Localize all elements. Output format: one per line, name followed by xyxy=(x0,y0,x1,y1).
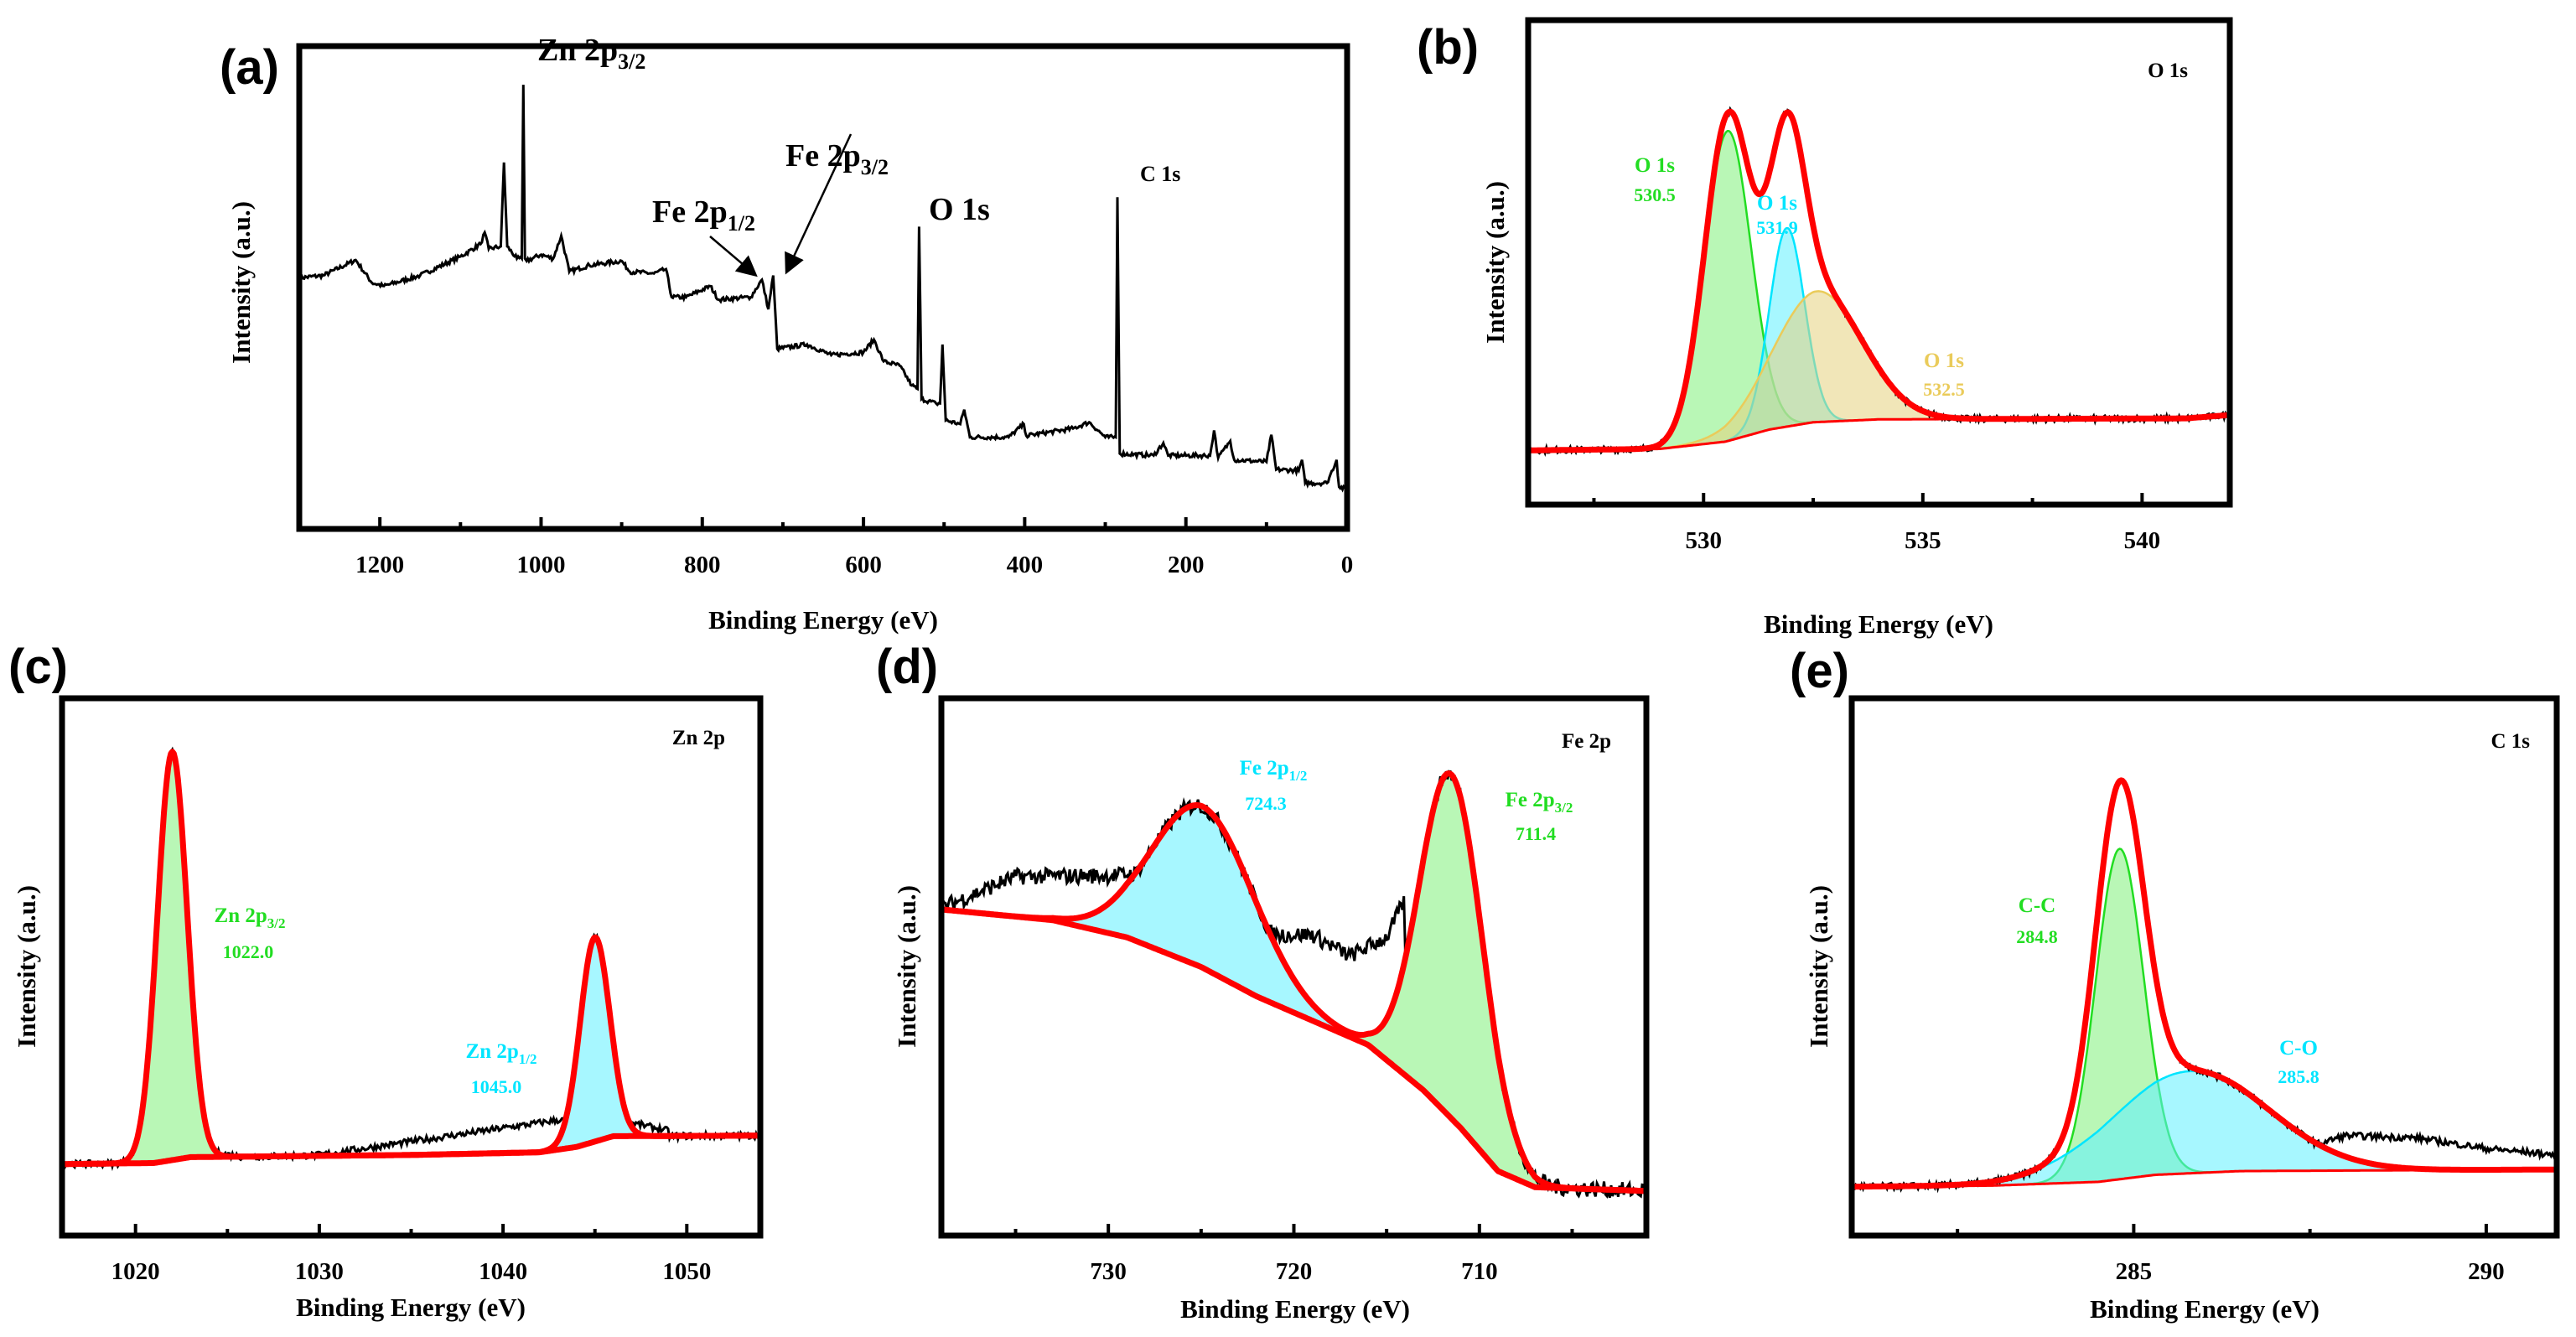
arrow-fe-2p12 xyxy=(709,236,758,277)
region-label: C 1s xyxy=(2490,730,2530,753)
component-name-yellow: O 1s xyxy=(1924,350,1964,372)
annotation-fe-2p32: Fe 2p3/2 xyxy=(785,138,889,179)
envelope-fit-line xyxy=(940,770,1648,1194)
x-tick-label: 0 xyxy=(1341,552,1354,578)
x-tick-label: 730 xyxy=(1090,1258,1127,1285)
y-axis-title: Intensity (a.u.) xyxy=(1480,181,1510,344)
annotation-zn-2p32: Zn 2p3/2 xyxy=(537,33,645,74)
component-value-green: 284.8 xyxy=(2016,926,2058,947)
component-value-cyan: 724.3 xyxy=(1245,793,1287,814)
component-value-green: 530.5 xyxy=(1634,184,1676,205)
x-axis-title: Binding Energy (eV) xyxy=(708,605,938,635)
y-axis-title: Intensity (a.u.) xyxy=(12,885,41,1048)
component-value-cyan: 1045.0 xyxy=(471,1076,522,1097)
plot-area: 1020 1030 1040 1050 xyxy=(59,695,764,1285)
x-tick-label: 530 xyxy=(1686,527,1723,554)
plot-area: 730 720 710 xyxy=(938,695,1650,1285)
survey-spectrum-line xyxy=(298,85,1348,493)
component-name-cyan: C-O xyxy=(2279,1037,2318,1060)
x-tick-label: 710 xyxy=(1461,1258,1498,1285)
component-value-yellow: 532.5 xyxy=(1923,379,1965,400)
panel-b-o1s: 530 535 540 (b) Binding Energy (eV) Intens… xyxy=(1417,17,2233,639)
component-fill-green xyxy=(941,773,1646,1191)
component-value-cyan: 285.8 xyxy=(2278,1066,2319,1087)
envelope-fit-line xyxy=(1850,777,2558,1190)
envelope-fit-line xyxy=(1526,108,2231,453)
region-label: Fe 2p xyxy=(1562,730,1611,753)
component-name-green: C-C xyxy=(2019,894,2055,917)
annotation-fe-2p12: Fe 2p1/2 xyxy=(652,194,755,236)
component-name-green: Fe 2p3/2 xyxy=(1506,789,1573,816)
component-value-cyan: 531.9 xyxy=(1756,217,1798,238)
component-name-green: Zn 2p3/2 xyxy=(215,904,286,931)
component-fill-cyan xyxy=(941,805,1646,1191)
x-axis-title: Binding Energy (eV) xyxy=(296,1293,526,1322)
component-name-cyan: Zn 2p1/2 xyxy=(466,1040,537,1067)
x-tick-label: 290 xyxy=(2468,1258,2505,1285)
x-tick-label: 1030 xyxy=(295,1258,344,1285)
component-fill-cyan xyxy=(1852,1070,2557,1187)
envelope-fit-line xyxy=(60,749,762,1168)
annotation-c-1s: C 1s xyxy=(1140,162,1180,186)
annotation-o-1s: O 1s xyxy=(929,192,990,227)
region-label: Zn 2p xyxy=(672,727,725,749)
arrow-fe-2p32 xyxy=(785,133,853,275)
x-tick-label: 285 xyxy=(2116,1258,2153,1285)
panel-label: (a) xyxy=(220,40,279,95)
component-value-green: 711.4 xyxy=(1516,823,1556,844)
x-tick-label: 540 xyxy=(2124,527,2161,554)
x-tick-label: 1040 xyxy=(479,1258,527,1285)
x-tick-label: 1020 xyxy=(111,1258,160,1285)
plot-area: 530 535 540 xyxy=(1525,17,2233,554)
x-tick-label: 600 xyxy=(845,552,882,578)
x-tick-label: 1050 xyxy=(662,1258,711,1285)
x-axis-title: Binding Energy (eV) xyxy=(1180,1294,1410,1324)
panel-c-zn2p: 1020 1030 1040 1050 (c) Binding Energy (eV)… xyxy=(8,640,764,1322)
x-axis-title: Binding Energy (eV) xyxy=(1764,609,1993,639)
region-label: O 1s xyxy=(2148,60,2188,82)
y-axis-title: Intensity (a.u.) xyxy=(1804,885,1833,1048)
background-line xyxy=(941,906,1647,1194)
component-name-cyan: O 1s xyxy=(1757,192,1797,215)
component-name-green: O 1s xyxy=(1635,154,1675,177)
x-tick-label: 535 xyxy=(1905,527,1941,554)
x-tick-label: 200 xyxy=(1168,552,1205,578)
x-tick-label: 400 xyxy=(1007,552,1044,578)
plot-area: 1200 1000 800 600 400 200 0 xyxy=(296,43,1354,578)
x-tick-label: 1200 xyxy=(355,552,404,578)
panel-label: (b) xyxy=(1417,20,1479,75)
x-tick-label: 1000 xyxy=(516,552,565,578)
plot-frame xyxy=(1525,17,2233,508)
x-axis-title: Binding Energy (eV) xyxy=(2090,1294,2319,1324)
panel-label: (c) xyxy=(8,640,68,694)
component-fill-green xyxy=(1528,131,2230,451)
x-tick-label: 720 xyxy=(1276,1258,1313,1285)
panel-label: (d) xyxy=(876,640,938,694)
plot-frame xyxy=(1848,695,2560,1239)
panel-e-c1s: 285 290 (e) Binding Energy (eV) Intensity… xyxy=(1790,644,2560,1324)
plot-area: 285 290 xyxy=(1848,695,2560,1285)
plot-frame xyxy=(296,43,1350,532)
component-value-green: 1022.0 xyxy=(223,941,274,962)
panel-a-survey: 1200 1000 800 600 400 200 0 (a) Binding Energy… xyxy=(220,33,1353,635)
panel-label: (e) xyxy=(1790,644,1849,698)
component-name-cyan: Fe 2p1/2 xyxy=(1240,757,1308,784)
x-tick-label: 800 xyxy=(684,552,721,578)
y-axis-title: Intensity (a.u.) xyxy=(226,201,256,364)
panel-d-fe2p: 730 720 710 (d) Binding Energy (eV) Intens… xyxy=(876,640,1650,1324)
y-axis-title: Intensity (a.u.) xyxy=(892,885,921,1048)
